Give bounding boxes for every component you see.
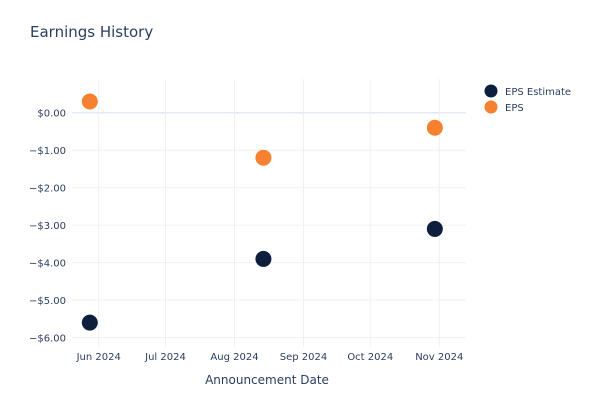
y-tick-label: −$4.00 [29, 259, 66, 270]
x-tick-label: Nov 2024 [415, 352, 463, 363]
x-tick-label: Sep 2024 [280, 352, 327, 363]
y-tick-label: −$6.00 [29, 334, 66, 345]
legend[interactable]: EPS Estimate EPS [484, 84, 572, 115]
data-points [81, 93, 443, 331]
point-eps[interactable] [81, 93, 98, 110]
x-axis-ticks: Jun 2024 Jul 2024 Aug 2024 Sep 2024 Oct 2024… [76, 352, 464, 363]
chart-title: Earnings History [30, 23, 153, 41]
legend-label-eps[interactable]: EPS [505, 103, 524, 114]
legend-marker-eps[interactable] [484, 100, 498, 114]
grid [72, 79, 466, 347]
y-tick-label: −$2.00 [29, 184, 66, 195]
legend-marker-eps-estimate[interactable] [484, 84, 498, 98]
x-tick-label: Oct 2024 [347, 352, 393, 363]
point-eps-estimate[interactable] [81, 314, 98, 331]
x-tick-label: Aug 2024 [210, 352, 258, 363]
y-tick-label: −$5.00 [29, 296, 66, 307]
x-tick-label: Jul 2024 [144, 352, 186, 363]
x-axis-title: Announcement Date [205, 373, 329, 387]
point-eps-estimate[interactable] [255, 250, 272, 267]
point-eps[interactable] [255, 149, 272, 166]
y-tick-label: −$1.00 [29, 146, 66, 157]
y-tick-label: −$3.00 [29, 221, 66, 232]
y-tick-label: $0.00 [37, 109, 66, 120]
x-tick-label: Jun 2024 [76, 352, 121, 363]
point-eps-estimate[interactable] [426, 220, 443, 237]
point-eps[interactable] [426, 119, 443, 136]
y-axis-ticks: $0.00 −$1.00 −$2.00 −$3.00 −$4.00 −$5.00 −$6.0… [29, 109, 66, 345]
legend-label-eps-estimate[interactable]: EPS Estimate [505, 87, 571, 98]
